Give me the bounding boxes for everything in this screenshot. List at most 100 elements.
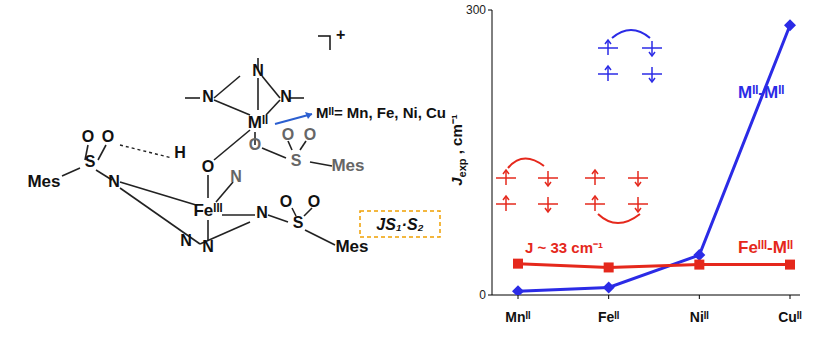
bond: [257, 78, 259, 110]
bond: [262, 76, 280, 98]
bond: [62, 168, 80, 176]
atom-label: N: [252, 62, 264, 79]
atom-label: N: [280, 88, 292, 105]
x-tick-label: Cuᴵᴵ: [778, 309, 802, 325]
y-label-sub: exp: [456, 158, 468, 177]
atom-label: H: [174, 144, 186, 161]
atom-label: O: [304, 126, 316, 143]
spin-head: [503, 170, 509, 174]
spin-head: [649, 52, 655, 56]
atom-label: O: [249, 136, 261, 153]
exchange-arrow: [598, 214, 640, 223]
exchange-arrow: [508, 158, 544, 168]
atom-label: Feᴵᴵᴵ: [193, 201, 222, 220]
formula-box: [360, 211, 440, 237]
spin-head: [605, 66, 611, 70]
atom-label: O: [202, 158, 214, 175]
y-tick: [488, 10, 492, 11]
atom-label: N: [230, 168, 242, 185]
atom-label: N: [108, 173, 120, 190]
series-line: [518, 264, 790, 268]
x-tick: [699, 295, 700, 299]
point: [513, 259, 523, 269]
bond: [120, 182, 196, 205]
x-tick: [518, 295, 519, 299]
point: [784, 19, 796, 31]
spin-head: [635, 182, 641, 186]
y-tick-label: 0: [479, 288, 486, 302]
spin-head: [605, 40, 611, 44]
spin-arrow: [547, 197, 549, 211]
y-tick-label: 300: [466, 3, 486, 17]
bond: [207, 220, 209, 240]
bond: [262, 148, 286, 158]
y-tick: [488, 295, 492, 296]
y-axis: [492, 10, 493, 295]
spin-head: [545, 182, 551, 186]
pointer-head: [305, 112, 312, 119]
spin-head: [592, 170, 598, 174]
spin-head: [635, 208, 641, 212]
bond: [185, 97, 200, 99]
bond: [290, 97, 304, 99]
x-tick-label: Feᴵᴵ: [598, 309, 619, 325]
h-bond: [120, 145, 172, 158]
point: [785, 260, 795, 270]
y-axis-label: Jexp , cm⁻¹: [448, 114, 468, 186]
spin-arrow: [547, 171, 549, 185]
bracket: [318, 36, 330, 50]
spin-insets: [496, 30, 662, 223]
x-tick-label: Mnᴵᴵ: [505, 309, 530, 325]
atom-label: O: [82, 128, 94, 145]
bond: [305, 230, 335, 245]
atom-label: Mes: [335, 237, 368, 256]
atom-label: Mes: [331, 156, 364, 175]
point: [512, 285, 524, 295]
spin-arrow: [594, 171, 596, 185]
atom-label: O: [280, 193, 292, 210]
y-label-unit: , cm⁻¹: [448, 114, 465, 158]
x-tick: [608, 295, 609, 299]
spin-head: [649, 78, 655, 82]
structure: NNNMᴵᴵOSOOMesOOHSMesNONFeᴵᴵᴵNNNSOOMes+Mᴵ…: [27, 26, 446, 256]
plot-area: [512, 19, 796, 295]
atom-label: N: [202, 238, 214, 255]
atom-label: N: [202, 88, 214, 105]
metal-label: Mᴵᴵ= Mn, Fe, Ni, Cu: [316, 104, 446, 121]
atom-label: S: [85, 153, 96, 170]
axes: 0 300 Mnᴵᴵ Feᴵᴵ Niᴵᴵ Cuᴵᴵ Jexp , cm⁻¹: [448, 3, 802, 325]
atom-label: N: [180, 232, 192, 249]
point: [693, 249, 705, 261]
figure: {"chart_data": {"type": "line", "ylabel"…: [0, 0, 820, 357]
bond: [214, 100, 250, 115]
x-tick-label: Niᴵᴵ: [690, 309, 709, 325]
spin-head: [592, 196, 598, 200]
bond: [216, 182, 233, 202]
bond: [98, 145, 106, 160]
bond: [310, 162, 332, 166]
atom-label: S: [291, 152, 302, 169]
annotation: J ~ 33 cm⁻¹: [525, 239, 603, 256]
bond: [214, 76, 240, 98]
spin-head: [545, 208, 551, 212]
bond: [207, 175, 209, 198]
formula: JS₁·S₂: [376, 216, 423, 233]
x-tick: [790, 295, 791, 299]
spin-arrow: [651, 67, 653, 81]
bond: [222, 214, 255, 216]
pointer-arrow: [275, 114, 312, 124]
point: [604, 262, 614, 272]
atom-label: Mᴵᴵ: [248, 113, 268, 132]
atom-label: O: [102, 128, 114, 145]
spin-arrow: [607, 41, 609, 55]
atom-label: O: [308, 193, 320, 210]
series-label: Mᴵᴵ-Mᴵᴵ: [738, 83, 784, 102]
spin-head: [503, 196, 509, 200]
point: [603, 281, 615, 293]
charge: +: [336, 26, 345, 43]
canvas: NNNMᴵᴵOSOOMesOOHSMesNONFeᴵᴵᴵNNNSOOMes+Mᴵ…: [0, 0, 820, 357]
spin-arrow: [505, 197, 507, 211]
exchange-arrow: [612, 30, 650, 38]
spin-arrow: [607, 67, 609, 81]
spin-arrow: [594, 197, 596, 211]
